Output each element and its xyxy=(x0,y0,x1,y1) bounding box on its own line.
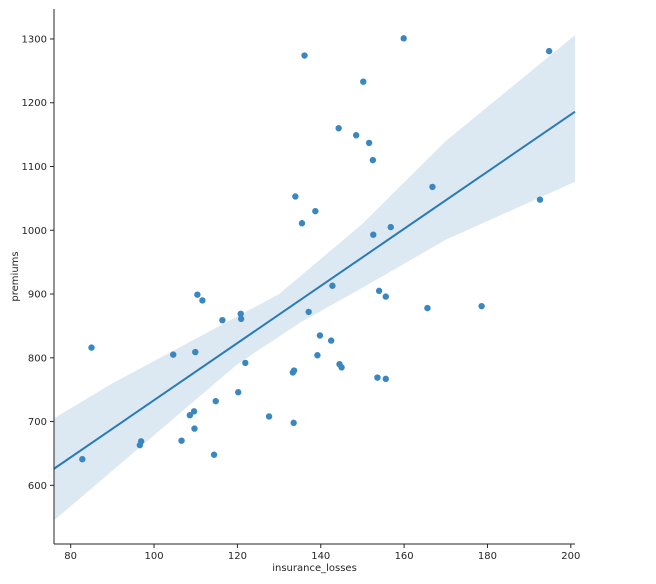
data-point xyxy=(186,411,194,419)
data-point xyxy=(329,282,336,289)
data-point xyxy=(478,302,485,310)
y-tick-label: 600 xyxy=(28,481,47,492)
data-point xyxy=(387,223,394,231)
data-point xyxy=(429,183,436,191)
x-tick-label: 160 xyxy=(395,551,414,562)
data-point xyxy=(375,287,383,295)
data-point xyxy=(88,344,95,351)
regression-line-layer xyxy=(53,110,576,470)
data-point xyxy=(545,47,553,55)
data-point xyxy=(301,52,308,59)
axes xyxy=(53,9,575,545)
data-point xyxy=(305,308,312,316)
data-point xyxy=(79,455,86,463)
data-point xyxy=(327,337,335,344)
y-axis-label: premiums xyxy=(10,251,21,301)
data-point xyxy=(370,231,377,238)
x-tick-label: 140 xyxy=(311,551,330,562)
x-axis-ticks: 80 100 120 140 160 180 200 xyxy=(64,544,580,562)
data-point xyxy=(192,348,199,356)
confidence-band-layer xyxy=(54,35,575,521)
y-axis-ticks: 600 700 800 900 1000 1100 1200 1300 xyxy=(22,34,54,492)
x-tick-label: 80 xyxy=(64,551,77,562)
data-point xyxy=(338,364,345,371)
data-point xyxy=(170,351,177,358)
data-point xyxy=(360,78,367,85)
regression-line xyxy=(53,110,576,470)
data-point xyxy=(536,196,544,203)
y-tick-label: 1100 xyxy=(22,162,47,173)
data-point xyxy=(292,193,299,200)
data-point xyxy=(237,310,244,318)
data-point xyxy=(265,413,273,420)
data-point xyxy=(382,293,389,300)
data-point xyxy=(178,437,185,444)
data-point xyxy=(219,316,226,324)
data-point xyxy=(194,291,201,298)
data-point xyxy=(290,419,297,427)
data-point xyxy=(237,315,245,323)
data-point xyxy=(191,425,198,432)
y-tick-label: 900 xyxy=(28,290,47,301)
data-point xyxy=(235,389,242,396)
data-point xyxy=(242,359,249,367)
data-point xyxy=(369,156,377,164)
x-tick-label: 200 xyxy=(561,551,580,562)
confidence-band xyxy=(54,35,575,521)
data-point xyxy=(374,374,381,381)
data-point xyxy=(335,125,342,132)
data-point xyxy=(400,35,407,42)
data-point xyxy=(199,297,206,304)
y-tick-label: 800 xyxy=(28,353,47,364)
data-point xyxy=(137,438,145,445)
data-point xyxy=(312,207,319,215)
x-axis-label: insurance_losses xyxy=(272,563,357,574)
y-tick-label: 700 xyxy=(28,417,47,428)
data-point xyxy=(424,304,431,312)
x-tick-label: 120 xyxy=(228,551,247,562)
data-point xyxy=(298,220,306,227)
x-tick-label: 180 xyxy=(478,551,497,562)
data-point xyxy=(365,139,373,147)
data-point xyxy=(210,451,218,458)
data-point xyxy=(316,332,324,339)
y-tick-label: 1300 xyxy=(22,34,47,45)
x-tick-label: 100 xyxy=(144,551,163,562)
data-point xyxy=(290,367,298,374)
scatter-points-layer xyxy=(79,35,553,463)
data-point xyxy=(212,397,219,405)
data-point xyxy=(382,375,389,383)
data-point xyxy=(314,352,321,359)
y-tick-label: 1200 xyxy=(22,98,47,109)
data-point xyxy=(352,132,360,139)
data-point xyxy=(190,408,198,415)
y-tick-label: 1000 xyxy=(22,226,47,237)
